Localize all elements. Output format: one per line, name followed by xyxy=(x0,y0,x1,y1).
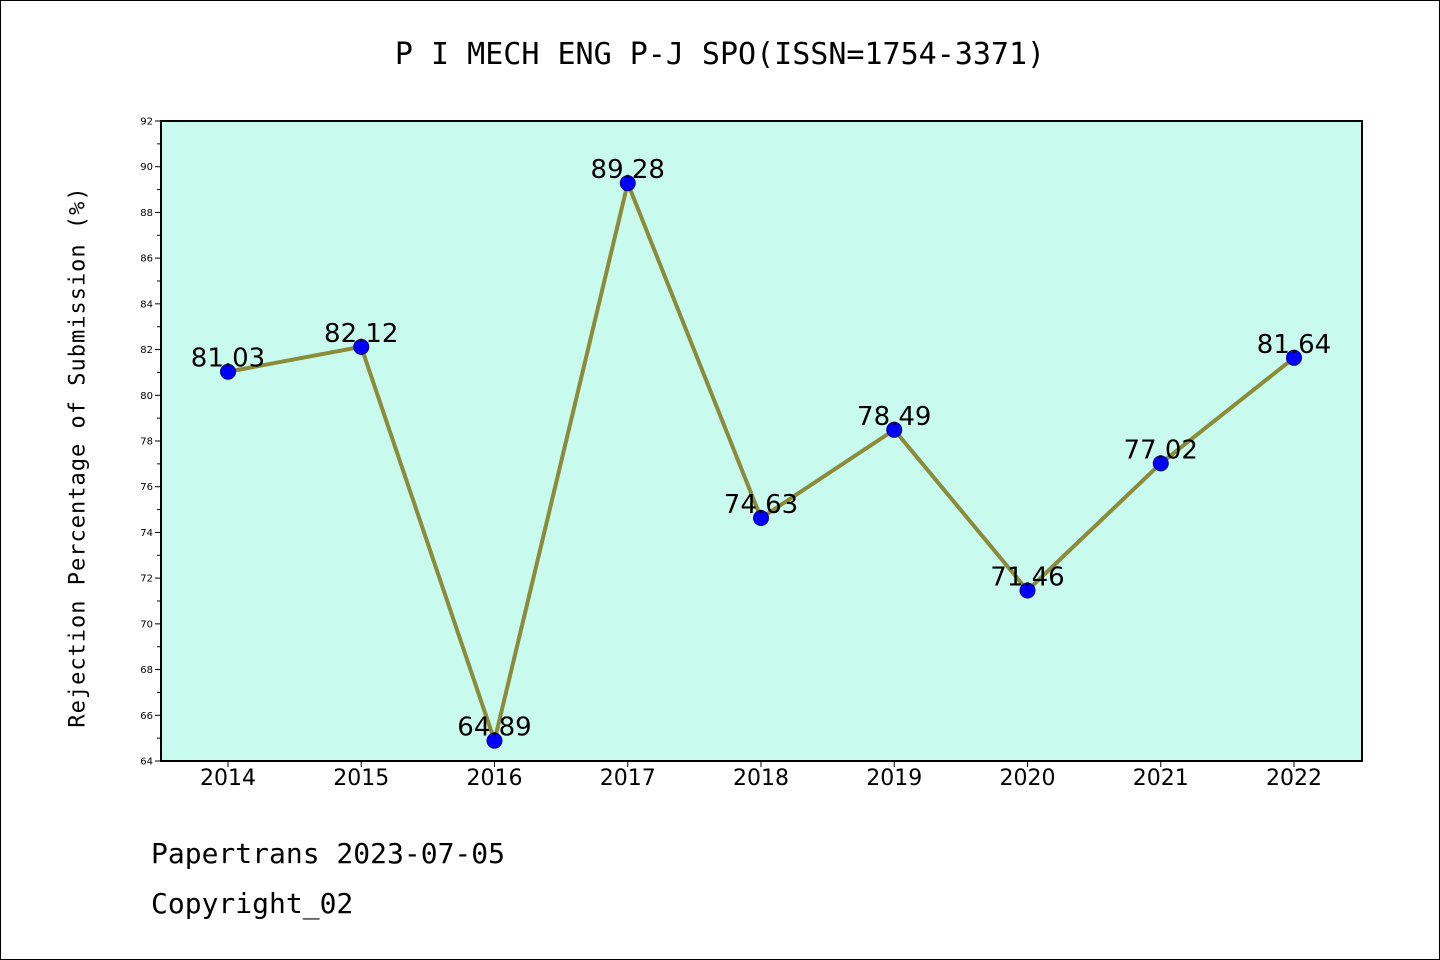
data-label: 89.28 xyxy=(591,155,665,185)
x-tick-label: 2015 xyxy=(333,766,389,791)
data-point xyxy=(486,732,503,749)
data-label: 64.89 xyxy=(457,713,531,743)
y-tick-label: 82 xyxy=(140,345,153,356)
plot-area xyxy=(160,120,1363,762)
y-tick-label: 70 xyxy=(140,619,153,630)
x-tick-label: 2014 xyxy=(200,766,256,791)
x-tick-label: 2018 xyxy=(733,766,789,791)
x-tick-label: 2017 xyxy=(600,766,656,791)
y-tick-label: 80 xyxy=(140,391,153,402)
footer-copyright-text: Copyright_02 xyxy=(151,887,354,920)
y-tick-label: 66 xyxy=(140,711,153,722)
data-label: 77.02 xyxy=(1124,435,1198,465)
data-point xyxy=(220,363,236,380)
y-tick-label: 72 xyxy=(140,574,153,585)
y-tick-label: 64 xyxy=(140,757,153,768)
y-tick-label: 78 xyxy=(140,437,153,448)
y-tick-label: 88 xyxy=(140,208,153,219)
data-label: 82.12 xyxy=(324,319,398,349)
y-tick-label: 68 xyxy=(140,665,153,676)
data-point xyxy=(1019,582,1036,599)
data-point xyxy=(886,421,903,438)
x-tick-label: 2016 xyxy=(467,766,523,791)
x-tick-label: 2021 xyxy=(1133,766,1189,791)
y-tick-label: 84 xyxy=(140,299,153,310)
footer-date-text: Papertrans 2023-07-05 xyxy=(151,837,506,870)
data-label: 71.46 xyxy=(990,562,1064,592)
data-point xyxy=(353,338,370,355)
data-point xyxy=(1152,455,1169,472)
x-tick-label: 2022 xyxy=(1266,766,1322,791)
data-label: 81.64 xyxy=(1257,330,1331,360)
x-tick-label: 2019 xyxy=(866,766,922,791)
x-tick-label: 2020 xyxy=(1000,766,1056,791)
data-point xyxy=(1286,349,1302,366)
y-tick-label: 92 xyxy=(140,117,153,128)
chart-title: P I MECH ENG P-J SPO(ISSN=1754-3371) xyxy=(394,37,1046,72)
data-label: 74.63 xyxy=(724,490,798,520)
data-point xyxy=(619,175,636,192)
data-label: 78.49 xyxy=(857,402,931,432)
y-tick-label: 90 xyxy=(140,162,153,173)
y-tick-label: 74 xyxy=(140,528,153,539)
y-tick-label: 76 xyxy=(140,482,153,493)
data-point xyxy=(753,510,769,527)
data-label: 81.03 xyxy=(191,344,265,374)
y-tick-label: 86 xyxy=(140,254,153,265)
